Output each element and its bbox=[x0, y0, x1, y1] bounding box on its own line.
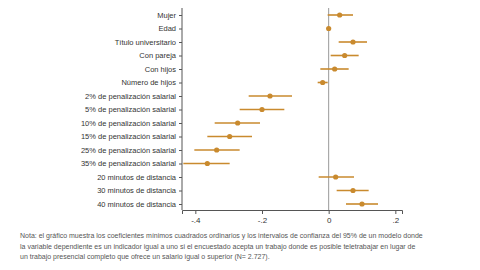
x-tick: -.2 bbox=[258, 210, 268, 225]
y-tick-label: 15% de penalización salarial bbox=[81, 132, 176, 141]
coefficient-point bbox=[205, 161, 210, 166]
note-line: Nota: el gráfico muestra los coeficiente… bbox=[20, 232, 423, 240]
y-tick-mark bbox=[179, 110, 182, 111]
coefficient-point bbox=[227, 134, 232, 139]
y-tick-mark bbox=[179, 56, 182, 57]
x-tick-label: -.4 bbox=[191, 216, 201, 225]
y-tick: 15% de penalización salarial bbox=[81, 132, 182, 141]
marks bbox=[183, 12, 378, 206]
coefficient-point bbox=[320, 80, 325, 85]
x-tick-mark bbox=[262, 210, 263, 214]
coefficient-point bbox=[350, 188, 355, 193]
y-axis-line bbox=[182, 8, 183, 210]
y-tick-label: 10% de penalización salarial bbox=[81, 119, 176, 128]
coefficient-point bbox=[333, 174, 338, 179]
x-axis-line bbox=[183, 211, 403, 215]
y-tick: Edad bbox=[158, 24, 182, 33]
y-tick: 20 minutos de distancia bbox=[97, 173, 182, 182]
y-tick: 10% de penalización salarial bbox=[81, 119, 182, 128]
y-tick-label: 5% de penalización salarial bbox=[85, 105, 176, 114]
y-tick: Mujer bbox=[157, 11, 182, 20]
x-tick-label: 0 bbox=[327, 216, 332, 225]
y-tick-label: 25% de penalización salarial bbox=[81, 146, 176, 155]
y-tick-mark bbox=[179, 83, 182, 84]
x-tick-mark bbox=[395, 210, 396, 214]
x-tick-mark bbox=[329, 210, 330, 214]
coefficient-point bbox=[337, 12, 342, 17]
y-tick: 5% de penalización salarial bbox=[85, 105, 182, 114]
y-tick-label: Con hijos bbox=[145, 65, 177, 74]
coefficient-point bbox=[214, 147, 219, 152]
y-tick: Título universitario bbox=[115, 38, 182, 47]
y-axis: Mujer Edad Título universitario Con pareja C… bbox=[81, 8, 182, 210]
x-axis: -.4 -.2 0 .2 bbox=[183, 210, 403, 225]
note-line: la variable dependiente es un indicador … bbox=[20, 243, 416, 251]
coefficient-point bbox=[350, 39, 355, 44]
y-tick: 30 minutos de distancia bbox=[97, 186, 182, 195]
y-tick-mark bbox=[179, 204, 182, 205]
y-tick-label: 30 minutos de distancia bbox=[97, 186, 177, 195]
y-tick-mark bbox=[179, 191, 182, 192]
y-tick-mark bbox=[179, 96, 182, 97]
y-tick-mark bbox=[179, 164, 182, 165]
y-tick-label: Con pareja bbox=[139, 51, 177, 60]
x-tick: -.4 bbox=[191, 210, 201, 225]
note-line: un trabajo presencial completo que ofrec… bbox=[20, 253, 270, 261]
y-tick-label: 2% de penalización salarial bbox=[85, 92, 176, 101]
y-tick-mark bbox=[179, 137, 182, 138]
y-tick-label: Título universitario bbox=[115, 38, 176, 47]
x-tick-mark bbox=[195, 210, 196, 214]
coefficient-point bbox=[259, 107, 264, 112]
y-tick-mark bbox=[179, 15, 182, 16]
zero-line bbox=[328, 8, 329, 210]
y-tick-label: Número de hijos bbox=[121, 78, 176, 87]
coefficient-point bbox=[359, 201, 364, 206]
coefficient-point bbox=[342, 53, 347, 58]
y-tick: 35% de penalización salarial bbox=[81, 159, 182, 168]
y-tick-label: Mujer bbox=[157, 11, 176, 20]
y-tick-mark bbox=[179, 69, 182, 70]
coefficient-point bbox=[267, 93, 272, 98]
x-tick: 0 bbox=[327, 210, 332, 225]
y-tick: 40 minutos de distancia bbox=[97, 200, 182, 209]
y-tick: 2% de penalización salarial bbox=[85, 92, 182, 101]
y-tick-mark bbox=[179, 29, 182, 30]
coefficient-point bbox=[235, 120, 240, 125]
y-tick-mark bbox=[179, 177, 182, 178]
y-tick-mark bbox=[179, 123, 182, 124]
note: Nota: el gráfico muestra los coeficiente… bbox=[20, 232, 423, 261]
coefficient-point bbox=[332, 66, 337, 71]
y-tick: 25% de penalización salarial bbox=[81, 146, 182, 155]
y-tick-label: Edad bbox=[158, 24, 176, 33]
y-tick: Con pareja bbox=[139, 51, 182, 60]
y-tick-mark bbox=[179, 150, 182, 151]
chart: -.4 -.2 0 .2 Mujer Edad Título universitario Co… bbox=[0, 0, 480, 270]
x-tick-label: .2 bbox=[392, 216, 399, 225]
y-tick-label: 35% de penalización salarial bbox=[81, 159, 176, 168]
y-tick: Número de hijos bbox=[121, 78, 182, 87]
y-tick-label: 20 minutos de distancia bbox=[97, 173, 177, 182]
y-tick-label: 40 minutos de distancia bbox=[97, 200, 177, 209]
y-tick-mark bbox=[179, 42, 182, 43]
x-tick-label: -.2 bbox=[258, 216, 268, 225]
coefficient-point bbox=[326, 26, 331, 31]
x-tick: .2 bbox=[392, 210, 399, 225]
y-tick: Con hijos bbox=[145, 65, 182, 74]
